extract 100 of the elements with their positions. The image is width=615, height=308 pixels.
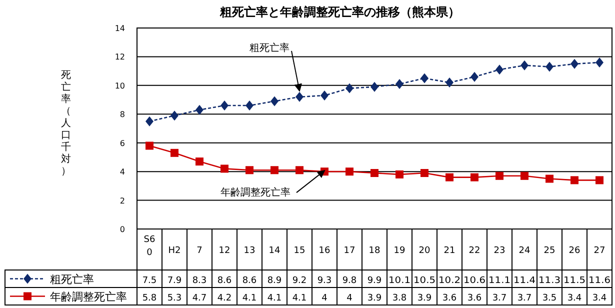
point [296,92,304,102]
x-tick-label: 19 [394,246,406,256]
x-tick-label: 25 [544,246,556,256]
data-label: 9.2 [292,276,307,286]
data-label: 4.7 [192,294,207,304]
point [220,100,228,111]
point [220,164,228,173]
point [546,174,554,183]
point [446,173,454,182]
data-label: 3.5 [542,294,557,304]
x-tick-label: 14 [268,246,280,256]
legend-label: 年齢調整死亡率 [50,290,127,304]
point [270,166,278,174]
data-label: 4.1 [242,294,257,304]
data-label: 7.9 [167,276,182,286]
data-label: 8.6 [217,276,232,286]
x-tick-label: 17 [344,246,356,256]
point [270,96,278,106]
point [320,90,328,100]
data-label: 10.2 [438,276,460,286]
x-tick-label: 27 [594,246,606,256]
data-label: 3.7 [517,294,532,304]
data-label: 4.2 [217,294,232,304]
data-label: 4.1 [267,294,282,304]
data-label: 3.7 [492,294,507,304]
point [146,142,154,150]
data-label: 11.3 [538,276,560,286]
y-tick-label: 0 [120,225,125,234]
data-label: 8.9 [267,276,282,286]
point [496,64,504,75]
point [370,169,378,178]
point [520,172,528,180]
data-label: 4 [346,294,353,304]
x-tick-label: 20 [418,246,430,256]
text: 死亡率（人口千対） [61,70,71,177]
data-label: 7.5 [142,276,157,286]
chart-title: 粗死亡率と年齢調整死亡率の推移（熊本県） [219,5,460,19]
point [520,60,528,70]
data-label: 3.9 [417,294,432,304]
annotation: 年齢調整死亡率 [220,186,290,199]
data-label: 5.3 [167,294,182,304]
point [596,176,604,184]
data-label: 10.6 [464,276,486,286]
x-tick-label: 12 [218,246,230,256]
point [246,166,254,174]
point [446,78,454,88]
point [570,176,578,184]
y-tick-label: 12 [114,52,125,62]
data-label: 3.6 [467,294,482,304]
point [420,169,428,178]
point [296,166,304,174]
data-label: 9.9 [367,276,382,286]
x-tick-label: 13 [244,246,256,256]
y-tick-label: 6 [120,138,125,148]
data-label: 11.5 [564,276,586,286]
point [196,158,204,166]
point [370,82,378,92]
y-tick-label: 4 [120,168,125,177]
x-tick-label: 21 [444,246,456,256]
legend-label: 粗死亡率 [50,273,94,286]
data-label: 3.8 [392,294,407,304]
x-tick-label: 26 [568,246,580,256]
y-tick-label: 10 [114,81,125,90]
point [346,168,354,176]
point [246,100,254,111]
point [196,104,204,115]
point [496,172,504,180]
data-label: 11.6 [588,276,611,286]
annotation: 粗死亡率 [250,42,290,54]
point [396,78,404,89]
data-label: 9.8 [342,276,357,286]
point [396,170,404,178]
data-label: 10.5 [414,276,436,286]
y-tick-label: 2 [120,196,125,206]
point [470,72,478,82]
x-tick-label: 22 [468,246,480,256]
x-tick-label: S60 [144,235,156,258]
x-tick-label: 16 [318,246,330,256]
y-tick-label: 14 [114,24,125,33]
data-label: 11.1 [488,276,510,286]
x-tick-label: 7 [196,246,202,256]
point [346,83,354,94]
data-label: 9.3 [317,276,332,286]
point [146,116,154,126]
point [470,173,478,182]
x-tick-label: 24 [518,246,530,256]
data-label: 3.4 [592,294,607,304]
y-tick-label: 8 [120,110,125,120]
point [170,110,178,121]
x-tick-label: H2 [168,246,181,256]
point [420,73,428,84]
data-label: 3.4 [567,294,582,304]
data-label: 5.8 [142,294,157,304]
point [170,148,178,157]
point [596,57,604,68]
x-tick-label: 23 [494,246,506,256]
data-label: 11.4 [514,276,536,286]
data-label: 4.1 [292,294,307,304]
x-tick-label: 18 [368,246,380,256]
x-tick-label: 15 [294,246,306,256]
